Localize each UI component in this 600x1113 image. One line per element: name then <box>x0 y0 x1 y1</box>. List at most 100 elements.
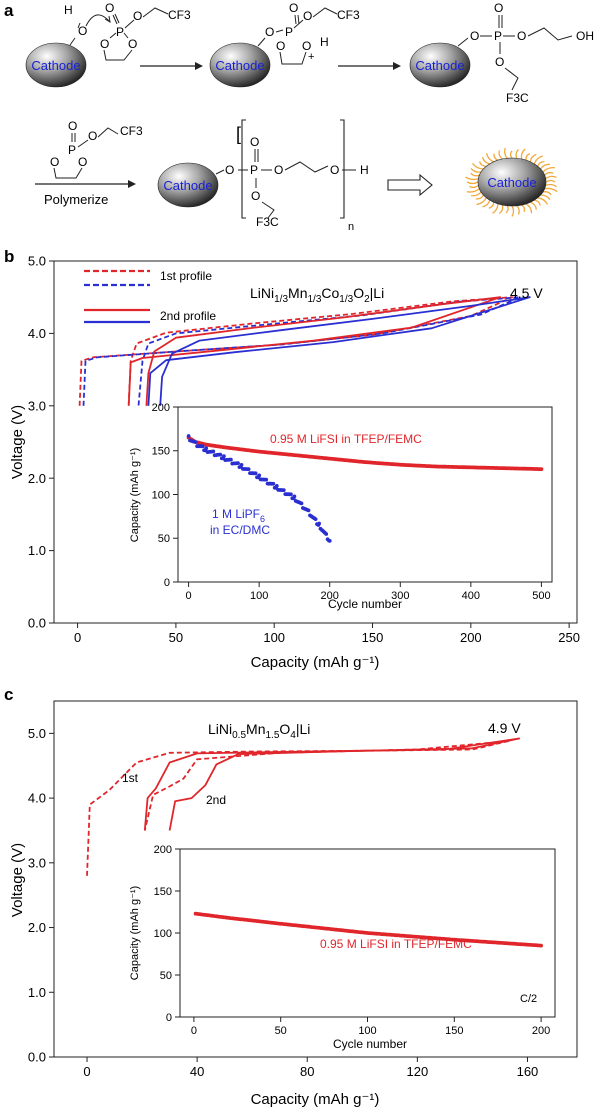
panel-b-letter: b <box>4 247 14 266</box>
cei-chain <box>545 175 557 180</box>
cei-chain <box>478 161 487 167</box>
cei-chain <box>469 184 479 189</box>
cei-chain <box>493 153 499 161</box>
b-inset-xlabel: Cycle number <box>328 597 402 611</box>
f3c-label-1: F3C <box>506 91 529 105</box>
cei-shell <box>465 147 558 217</box>
b-main-xtick-label: 250 <box>558 630 580 645</box>
b-inset-point <box>239 463 244 467</box>
cei-chain <box>516 205 520 215</box>
c-inset-xtick-label: 50 <box>275 1025 287 1037</box>
c-inset-ytick-label: 200 <box>154 844 172 856</box>
cei-chain <box>542 166 555 173</box>
cei-chain <box>530 201 537 210</box>
b-main-xtick-label: 50 <box>169 630 183 645</box>
chart-b-main: 0 50 100 150 200 250 0.0 1.0 2.0 3.0 4.0 5.0 <box>28 254 580 645</box>
b-inset-point <box>229 457 233 462</box>
c-inset-xtick-label: 150 <box>445 1025 463 1037</box>
cei-chain <box>488 202 495 209</box>
cei-chain <box>466 181 479 185</box>
b-inset-point <box>317 521 321 526</box>
cei-chain <box>511 205 515 217</box>
svg-text:O: O <box>88 129 97 143</box>
b-main-ytick-label: 3.0 <box>28 398 46 413</box>
svg-text:P: P <box>116 25 124 39</box>
b-inset-point <box>306 508 311 513</box>
c-inset-ytick-label: 150 <box>154 886 172 898</box>
transform-arrow <box>387 173 433 197</box>
cei-chain <box>509 150 513 159</box>
b-inset-point <box>193 440 198 444</box>
b-main-xtick-label: 150 <box>362 630 384 645</box>
svg-text:P: P <box>68 143 76 157</box>
c-main-xtick-label: 80 <box>300 1064 314 1079</box>
b-inset-point <box>222 454 226 458</box>
cathode-label-4: Cathode <box>163 178 212 193</box>
c-title: LiNi0.5Mn1.5O4|Li <box>208 721 310 741</box>
b-inset-frame <box>177 406 553 583</box>
cathode-label-5: Cathode <box>487 175 536 190</box>
bracket-right <box>340 119 345 219</box>
b-inset-point <box>313 517 318 521</box>
b-inset-point <box>289 492 293 497</box>
b-inset-point <box>257 473 262 478</box>
b-inset-point <box>236 461 240 465</box>
cei-chain <box>470 172 480 177</box>
c-main-ytick-label: 0.0 <box>28 1050 46 1065</box>
cei-chain <box>540 194 551 201</box>
b-main-series-0 <box>78 296 513 406</box>
b-inset-point <box>327 538 332 543</box>
c-xlabel: Capacity (mAh g⁻¹) <box>251 1091 380 1108</box>
chart-c-main: 0 40 80 120 160 0.0 1.0 2.0 3.0 4.0 5.0 <box>28 726 538 1079</box>
b-inset-label-lipf6: 1 M LiPF6 <box>212 507 265 524</box>
svg-text:O: O <box>265 25 274 39</box>
cei-chain <box>470 167 482 173</box>
b-main-xtick-label: 0 <box>74 630 81 645</box>
cathode-particle-4 <box>157 162 219 208</box>
svg-text:O: O <box>105 1 114 15</box>
b-inset-label-ecdmc: in EC/DMC <box>210 523 270 537</box>
cei-chain <box>471 191 482 197</box>
cathode-particle-5 <box>477 157 547 207</box>
c-main-xtick-label: 40 <box>190 1064 204 1079</box>
svg-text:O: O <box>100 37 109 51</box>
b-inset-point <box>218 452 223 457</box>
svg-text:O: O <box>289 1 298 15</box>
curved-arrow <box>85 14 111 27</box>
b-inset-point <box>539 467 544 472</box>
svg-text:O: O <box>78 155 87 169</box>
c-main-ytick-label: 4.0 <box>28 791 46 806</box>
cei-chain <box>475 194 484 200</box>
cei-chain <box>533 155 544 165</box>
panel-a: a Cathode O H O P O CF3 O O Cathode O O <box>4 1 594 233</box>
cathode-label-1: Cathode <box>31 58 80 73</box>
svg-text:O: O <box>128 37 137 51</box>
cei-chain <box>542 191 552 196</box>
c-inset-series-0 <box>193 911 544 948</box>
b-inset-ytick-label: 50 <box>158 533 170 545</box>
c-inset-ytick-label: 0 <box>166 1012 172 1024</box>
b-inset-point <box>204 446 209 451</box>
c-inset-xtick-label: 0 <box>191 1025 197 1037</box>
b-xlabel: Capacity (mAh g⁻¹) <box>251 654 380 671</box>
b-main-ytick-label: 0.0 <box>28 616 46 631</box>
b-inset-point <box>246 467 251 471</box>
svg-text:P: P <box>285 25 293 39</box>
svg-text:P: P <box>494 29 502 43</box>
b-main-ytick-label: 2.0 <box>28 471 46 486</box>
c-main-ytick-label: 1.0 <box>28 985 46 1000</box>
legend-2nd-profile: 2nd profile <box>160 309 216 323</box>
chart-c-inset: 0 50 100 150 200 0 50 100 150 200 <box>154 844 551 1037</box>
svg-text:O: O <box>495 55 504 69</box>
svg-text:O: O <box>68 119 77 133</box>
svg-text:O: O <box>494 1 503 15</box>
c-inset-label-lifsi: 0.95 M LiFSI in TFEP/FEMC <box>320 937 472 951</box>
cf3-label-2: CF3 <box>337 8 360 22</box>
b-inset-xtick-label: 300 <box>391 590 409 602</box>
cathode-label-3: Cathode <box>415 58 464 73</box>
c-voltage-annotation: 4.9 V <box>488 720 521 736</box>
cei-chain <box>503 147 508 159</box>
b-legend: 1st profile 2nd profile <box>84 269 216 324</box>
cathode-label-2: Cathode <box>215 58 264 73</box>
